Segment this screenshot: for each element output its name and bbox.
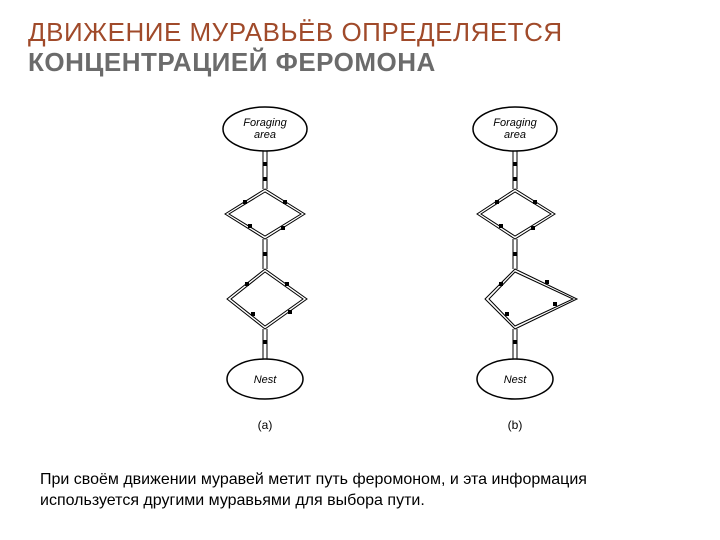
title-line-2: КОНЦЕНТРАЦИЕЙ ФЕРОМОНА bbox=[28, 48, 692, 78]
panel-caption-a: (a) bbox=[258, 418, 273, 432]
ant-marker bbox=[245, 282, 249, 286]
slide-title: ДВИЖЕНИЕ МУРАВЬЁВ ОПРЕДЕЛЯЕТСЯ КОНЦЕНТРА… bbox=[0, 0, 720, 88]
foraging-label-1: Foraging bbox=[493, 117, 537, 129]
nest-label: Nest bbox=[254, 374, 278, 386]
diagram-panel-a: Foragingarea Nest (a) bbox=[223, 107, 307, 432]
ant-marker bbox=[263, 252, 267, 256]
ant-marker bbox=[499, 282, 503, 286]
ant-marker bbox=[248, 224, 252, 228]
diagram-container: ForagingareaNest(a)ForagingareaNest(b) bbox=[0, 94, 720, 454]
ant-marker bbox=[285, 282, 289, 286]
nest-label: Nest bbox=[504, 374, 528, 386]
slide-caption: При своём движении муравей метит путь фе… bbox=[40, 469, 680, 512]
ant-marker bbox=[505, 312, 509, 316]
foraging-label-2: area bbox=[504, 129, 526, 141]
ant-marker bbox=[495, 200, 499, 204]
title-line-1: ДВИЖЕНИЕ МУРАВЬЁВ ОПРЕДЕЛЯЕТСЯ bbox=[28, 18, 692, 48]
ant-marker bbox=[243, 200, 247, 204]
ant-marker bbox=[281, 226, 285, 230]
ant-marker bbox=[263, 340, 267, 344]
ant-marker bbox=[513, 162, 517, 166]
ant-marker bbox=[499, 224, 503, 228]
ant-marker bbox=[531, 226, 535, 230]
ant-marker bbox=[513, 177, 517, 181]
ant-marker bbox=[553, 302, 557, 306]
diagram-panel-b: Foragingarea Nest (b) bbox=[473, 107, 577, 432]
ant-marker bbox=[263, 162, 267, 166]
ant-marker bbox=[513, 252, 517, 256]
ant-marker bbox=[545, 280, 549, 284]
ant-marker bbox=[263, 177, 267, 181]
foraging-label-2: area bbox=[254, 129, 276, 141]
ant-marker bbox=[513, 340, 517, 344]
foraging-label-1: Foraging bbox=[243, 117, 287, 129]
panel-caption-b: (b) bbox=[508, 418, 523, 432]
ant-marker bbox=[283, 200, 287, 204]
ant-marker bbox=[288, 310, 292, 314]
ant-marker bbox=[251, 312, 255, 316]
ant-path-diagram: ForagingareaNest(a)ForagingareaNest(b) bbox=[130, 94, 590, 454]
ant-marker bbox=[533, 200, 537, 204]
